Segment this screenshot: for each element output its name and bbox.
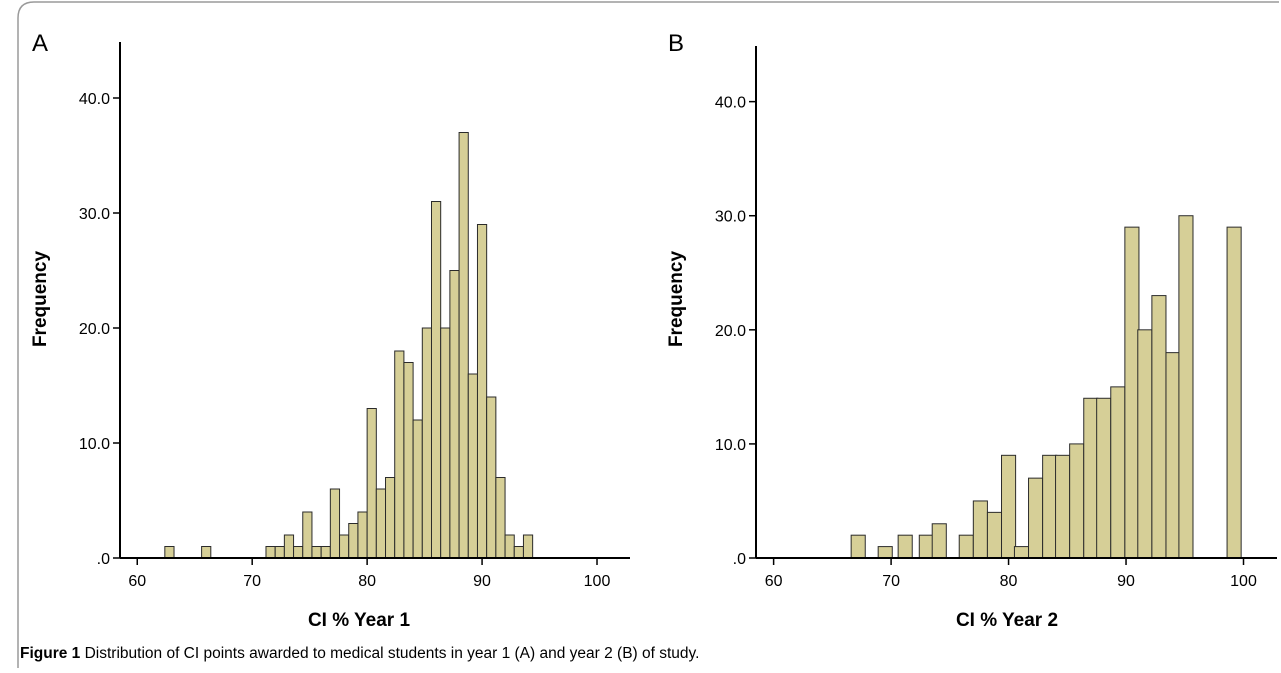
- panel-label: A: [32, 30, 48, 57]
- y-axis-title: Frequency: [666, 251, 687, 348]
- y-tick-label: .0: [733, 551, 746, 568]
- histogram-bar: [403, 362, 414, 559]
- histogram-bar: [1151, 295, 1167, 559]
- x-axis-title: CI % Year 2: [956, 610, 1058, 631]
- histogram-bar: [972, 500, 988, 559]
- y-axis-title: Frequency: [30, 251, 51, 348]
- histogram-panel-b: B .0 10.0 20.0 30.0 40.0 60 70 80 90 100 CI % Year …: [640, 0, 1281, 640]
- x-tick-label: 70: [243, 573, 261, 590]
- histogram-bar: [375, 488, 387, 559]
- histogram-bar: [329, 488, 341, 559]
- y-tick-label: 20.0: [715, 323, 746, 340]
- histogram-bar: [201, 546, 212, 559]
- histogram-chart-a: A .0 10.0 20.0 30.0 40.0 60 70 80 90 100 CI % Year …: [30, 30, 630, 631]
- histogram-bar: [449, 270, 460, 559]
- figure-caption: Figure 1 Distribution of CI points award…: [20, 645, 699, 663]
- histogram-chart-b: B .0 10.0 20.0 30.0 40.0 60 70 80 90 100 CI % Year …: [666, 30, 1277, 631]
- histogram-bar: [1226, 226, 1242, 559]
- y-tick-label: .0: [97, 551, 110, 568]
- histogram-bar: [467, 373, 478, 559]
- x-tick-label: 80: [358, 573, 376, 590]
- x-axis-title: CI % Year 1: [308, 610, 411, 631]
- histogram-bar: [412, 419, 423, 559]
- histogram-bar: [504, 534, 515, 559]
- histogram-bar: [931, 523, 947, 559]
- histogram-bar: [1028, 477, 1044, 559]
- histogram-bar: [1165, 352, 1181, 559]
- x-tick-label: 70: [882, 573, 900, 590]
- histogram-bar: [522, 534, 534, 559]
- histogram-bar: [495, 477, 506, 559]
- y-tick-label: 10.0: [715, 437, 746, 454]
- histogram-bar: [366, 408, 377, 559]
- histogram-bar: [302, 511, 313, 559]
- x-tick-label: 80: [1000, 573, 1018, 590]
- histogram-bar: [283, 534, 295, 559]
- y-tick-label: 40.0: [715, 95, 746, 112]
- histogram-bar: [1083, 397, 1099, 559]
- histogram-bar: [877, 546, 893, 559]
- histogram-bar: [1178, 215, 1194, 559]
- histogram-bar: [440, 327, 451, 559]
- histogram-bar: [476, 224, 488, 559]
- histogram-bar: [385, 477, 396, 559]
- y-tick-label: 20.0: [79, 321, 110, 338]
- histogram-bar: [430, 201, 442, 559]
- histogram-bar: [958, 534, 974, 559]
- histogram-bar: [311, 546, 322, 559]
- x-tick-label: 100: [584, 573, 611, 590]
- histogram-bar: [339, 534, 350, 559]
- histogram-bar: [1096, 397, 1112, 559]
- histogram-bar: [918, 534, 934, 559]
- histogram-bar: [986, 511, 1003, 559]
- x-tick-label: 60: [765, 573, 783, 590]
- y-tick-label: 10.0: [79, 436, 110, 453]
- histogram-bar: [513, 546, 524, 559]
- caption-text: Distribution of CI points awarded to med…: [84, 645, 700, 662]
- x-tick-label: 60: [128, 573, 146, 590]
- histogram-bar: [274, 546, 285, 559]
- x-tick-label: 90: [473, 573, 491, 590]
- histogram-panel-a: A .0 10.0 20.0 30.0 40.0 60 70 80 90 100 CI % Year …: [0, 0, 640, 640]
- histogram-bar: [1124, 226, 1140, 559]
- histogram-bar: [1042, 454, 1058, 559]
- x-tick-label: 90: [1117, 573, 1135, 590]
- histogram-bar: [850, 534, 866, 559]
- panel-label: B: [668, 30, 684, 57]
- histogram-bar: [897, 534, 913, 559]
- x-tick-label: 100: [1230, 573, 1257, 590]
- histogram-bar: [394, 350, 405, 559]
- histogram-bar: [265, 546, 276, 559]
- histogram-bar: [1013, 546, 1030, 559]
- histogram-bar: [357, 511, 368, 559]
- histogram-bar: [1055, 454, 1071, 559]
- histogram-bar: [320, 546, 331, 559]
- y-tick-label: 30.0: [715, 209, 746, 226]
- histogram-bar: [1110, 386, 1126, 559]
- histogram-bar: [1001, 454, 1017, 559]
- histogram-bar: [293, 546, 304, 559]
- histogram-bar: [1137, 329, 1153, 559]
- histogram-bar: [348, 523, 359, 559]
- y-tick-label: 40.0: [79, 91, 110, 108]
- histogram-bar: [1069, 443, 1085, 559]
- y-tick-label: 30.0: [79, 206, 110, 223]
- caption-label: Figure 1: [20, 645, 81, 662]
- histogram-bar: [421, 327, 432, 559]
- histogram-bar: [458, 132, 469, 559]
- histogram-bar: [486, 396, 497, 559]
- histogram-bar: [164, 546, 175, 559]
